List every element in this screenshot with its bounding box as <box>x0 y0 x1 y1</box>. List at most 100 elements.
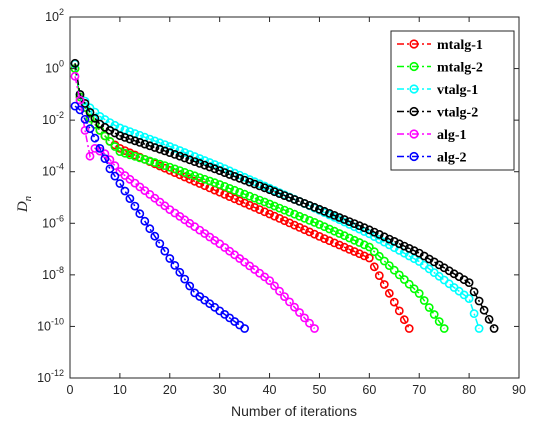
data-point-mtalg-1-45 <box>290 220 299 230</box>
legend-entry-vtalg-2: vtalg-2 <box>397 106 478 121</box>
y-tick-label: 10-2 <box>42 110 64 127</box>
data-point-vtalg-2-29 <box>210 164 220 174</box>
data-point-vtalg-2-4 <box>85 108 95 117</box>
data-point-mtalg-2-41 <box>270 201 279 211</box>
data-point-alg-2-4 <box>85 124 95 134</box>
legend-entry-mtalg-2: mtalg-2 <box>397 61 483 76</box>
data-point-alg-2-11 <box>120 186 130 196</box>
x-tick-label: 80 <box>462 383 476 397</box>
legend-marker <box>409 39 419 49</box>
data-point-vtalg-1-19 <box>160 140 170 149</box>
data-point-alg-2-18 <box>155 239 165 248</box>
x-tick-label: 10 <box>113 383 127 397</box>
data-point-mtalg-2-37 <box>250 193 259 203</box>
data-point-mtalg-2-8 <box>105 136 115 146</box>
data-point-vtalg-2-11 <box>120 132 130 142</box>
data-point-mtalg-2-13 <box>130 151 140 161</box>
data-point-vtalg-1-35 <box>240 172 249 182</box>
data-point-vtalg-2-32 <box>225 170 234 179</box>
data-point-mtalg-2-5 <box>90 119 100 129</box>
data-point-vtalg-2-15 <box>140 139 150 149</box>
data-point-mtalg-2-35 <box>240 189 249 199</box>
data-point-vtalg-2-60 <box>364 225 374 235</box>
data-point-vtalg-2-5 <box>90 113 100 123</box>
data-point-mtalg-1-61 <box>369 262 379 272</box>
data-point-mtalg-2-18 <box>155 159 165 169</box>
data-point-mtalg-1-27 <box>200 181 210 191</box>
data-point-mtalg-1-44 <box>285 218 294 228</box>
data-point-mtalg-1-48 <box>305 227 314 237</box>
y-tick-label: 10-12 <box>37 368 64 385</box>
data-point-mtalg-2-64 <box>384 261 394 270</box>
data-point-mtalg-2-15 <box>140 154 150 164</box>
data-point-vtalg-2-24 <box>185 155 195 165</box>
data-point-vtalg-2-41 <box>270 187 279 197</box>
series-vtalg-2 <box>70 58 499 333</box>
legend-label: mtalg-2 <box>437 61 483 76</box>
data-point-vtalg-1-20 <box>165 142 175 151</box>
data-point-mtalg-1-37 <box>250 202 259 212</box>
x-tick-label: 70 <box>412 383 426 397</box>
series-line-alg-1 <box>74 76 316 330</box>
data-point-vtalg-2-39 <box>260 183 269 193</box>
data-point-mtalg-2-74 <box>434 317 444 326</box>
data-point-mtalg-1-65 <box>389 297 399 307</box>
data-point-vtalg-2-21 <box>170 149 180 159</box>
data-point-vtalg-2-59 <box>359 223 369 233</box>
data-point-mtalg-2-29 <box>210 178 220 188</box>
y-axis-title-main: D <box>15 201 31 213</box>
data-point-vtalg-1-5 <box>90 107 100 117</box>
data-point-mtalg-2-33 <box>230 185 239 195</box>
data-point-vtalg-1-36 <box>245 175 254 184</box>
data-point-alg-2-21 <box>170 260 180 270</box>
legend-entry-alg-2: alg-2 <box>397 151 467 166</box>
data-point-alg-2-12 <box>125 194 135 203</box>
data-point-alg-2-19 <box>160 246 170 256</box>
data-point-mtalg-2-17 <box>150 158 160 167</box>
data-point-vtalg-2-36 <box>245 177 254 187</box>
data-point-vtalg-2-85 <box>489 324 499 333</box>
data-point-alg-2-23 <box>180 274 190 284</box>
data-point-alg-2-20 <box>165 254 175 263</box>
data-point-mtalg-2-73 <box>429 310 439 319</box>
data-point-mtalg-2-46 <box>295 211 304 221</box>
data-point-mtalg-2-24 <box>185 169 195 179</box>
data-point-vtalg-2-50 <box>314 204 324 214</box>
data-point-mtalg-2-30 <box>215 180 225 189</box>
data-point-vtalg-2-18 <box>155 144 165 154</box>
data-point-mtalg-2-20 <box>165 162 175 172</box>
data-point-vtalg-2-43 <box>280 191 289 200</box>
y-tick-label: 10-6 <box>42 213 64 230</box>
data-point-mtalg-2-11 <box>120 148 130 158</box>
data-point-alg-1-3 <box>80 125 90 135</box>
data-point-alg-1-47 <box>300 313 309 323</box>
data-point-vtalg-2-46 <box>295 196 304 206</box>
data-point-mtalg-2-25 <box>190 171 200 181</box>
data-point-vtalg-2-20 <box>165 148 175 157</box>
data-point-mtalg-2-26 <box>195 173 205 182</box>
data-point-alg-2-2 <box>75 105 85 115</box>
data-point-vtalg-2-61 <box>369 227 379 237</box>
data-point-vtalg-2-67 <box>399 241 409 251</box>
data-point-mtalg-2-66 <box>394 270 404 280</box>
data-point-mtalg-2-55 <box>339 231 349 241</box>
x-tick-label: 50 <box>312 383 326 397</box>
data-point-vtalg-2-25 <box>190 157 200 166</box>
data-point-alg-2-15 <box>140 216 150 226</box>
legend-box <box>390 30 515 171</box>
data-point-alg-2-35 <box>240 324 249 333</box>
data-point-alg-2-24 <box>185 281 195 291</box>
x-axis-title: Number of iterations <box>231 403 357 419</box>
legend-marker <box>409 129 419 139</box>
data-point-mtalg-2-71 <box>419 296 429 305</box>
data-point-mtalg-2-36 <box>245 191 254 201</box>
series-layer <box>70 58 499 333</box>
data-point-vtalg-2-26 <box>195 158 205 168</box>
data-point-alg-1-44 <box>285 297 294 307</box>
data-point-vtalg-2-31 <box>220 168 230 177</box>
data-point-alg-1-49 <box>310 324 319 333</box>
data-point-alg-2-8 <box>105 164 115 174</box>
series-mtalg-2 <box>70 64 449 333</box>
data-point-mtalg-2-45 <box>290 209 299 219</box>
